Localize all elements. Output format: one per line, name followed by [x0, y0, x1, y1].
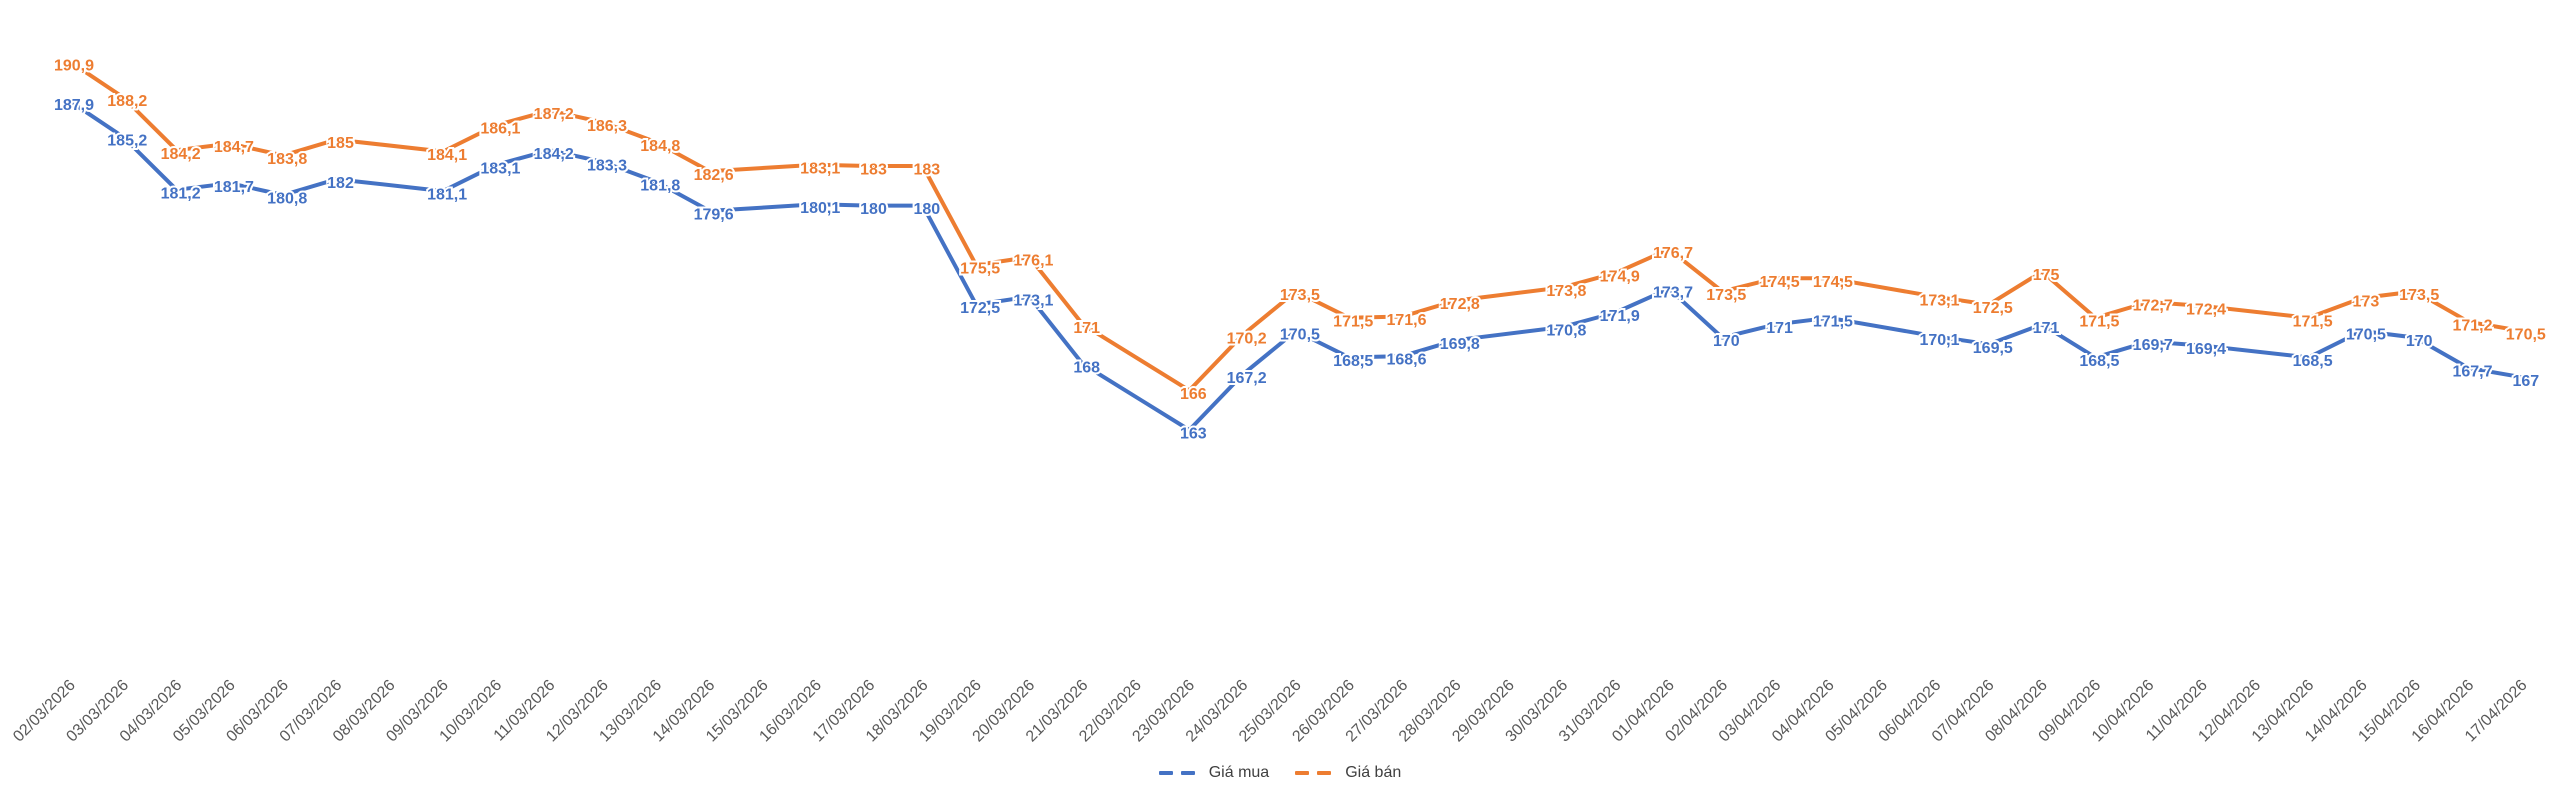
data-label-gia-mua: 185,2 [107, 133, 147, 150]
data-label-gia-mua: 167,2 [1227, 370, 1267, 387]
data-label-gia-mua: 171,9 [1600, 308, 1640, 325]
data-label-gia-ban: 171,5 [2293, 313, 2333, 330]
data-label-gia-mua: 180 [913, 201, 940, 218]
data-label-gia-ban: 184,7 [214, 139, 254, 156]
data-label-gia-ban: 190,9 [54, 57, 94, 74]
data-label-gia-ban: 172,7 [2133, 298, 2173, 315]
legend-key-gia-mua-line [1158, 771, 1203, 775]
data-label-gia-ban: 172,4 [2186, 302, 2226, 319]
data-label-gia-mua: 168,5 [2079, 353, 2119, 370]
data-label-gia-mua: 169,4 [2186, 341, 2226, 358]
data-label-gia-mua: 182 [327, 175, 354, 192]
data-label-gia-ban: 173,1 [1919, 292, 1959, 309]
data-label-gia-ban: 171,6 [1386, 312, 1426, 329]
legend-item-gia-ban: Giá bán [1295, 764, 1401, 782]
line-gia-mua [68, 99, 2524, 432]
data-label-gia-ban: 172,5 [1973, 300, 2013, 317]
line-gia-ban [68, 59, 2524, 393]
data-label-gia-ban: 166 [1180, 386, 1207, 403]
data-label-gia-mua: 173,7 [1653, 284, 1693, 301]
data-label-gia-mua: 179,6 [694, 207, 734, 224]
legend-item-gia-mua: Giá mua [1158, 764, 1270, 782]
data-label-gia-mua: 171 [2033, 320, 2060, 337]
data-label-gia-mua: 171,5 [1813, 313, 1853, 330]
data-label-gia-mua: 168,5 [1333, 353, 1373, 370]
legend-dash-icon [1180, 771, 1195, 775]
data-label-gia-ban: 175 [2033, 267, 2060, 284]
data-label-gia-ban: 176,1 [1013, 253, 1053, 270]
data-label-gia-mua: 170,8 [1546, 323, 1586, 340]
data-label-gia-ban: 183,8 [267, 151, 307, 168]
data-label-gia-ban: 174,5 [1760, 274, 1800, 291]
data-label-gia-mua: 181,8 [640, 177, 680, 194]
data-label-gia-ban: 170,2 [1227, 331, 1267, 348]
data-label-gia-ban: 171,5 [2079, 313, 2119, 330]
data-label-gia-ban: 184,2 [161, 146, 201, 163]
legend-label-gia-ban: Giá bán [1345, 764, 1402, 781]
data-label-gia-mua: 173,1 [1013, 292, 1053, 309]
data-label-gia-mua: 169,8 [1440, 336, 1480, 353]
data-label-gia-mua: 167 [2512, 373, 2539, 390]
data-label-gia-ban: 174,5 [1813, 274, 1853, 291]
data-label-gia-ban: 173 [2353, 294, 2380, 311]
data-label-gia-mua: 168,5 [2293, 353, 2333, 370]
data-label-gia-ban: 173,8 [1546, 283, 1586, 300]
data-label-gia-mua: 169,5 [1973, 340, 2013, 357]
data-label-gia-ban: 174,9 [1600, 269, 1640, 286]
data-label-gia-mua: 168,6 [1386, 352, 1426, 369]
data-label-gia-ban: 184,8 [640, 138, 680, 155]
data-label-gia-ban: 186,3 [587, 118, 627, 135]
data-label-gia-ban: 170,5 [2506, 327, 2546, 344]
data-label-gia-ban: 183 [913, 162, 940, 179]
legend-key-gia-ban-line [1295, 771, 1339, 775]
data-label-gia-ban: 171 [1073, 320, 1100, 337]
data-label-gia-ban: 188,2 [107, 93, 147, 110]
data-label-gia-ban: 186,1 [480, 121, 520, 138]
data-label-gia-ban: 172,8 [1440, 296, 1480, 313]
data-label-gia-mua: 172,5 [960, 300, 1000, 317]
legend-dash-icon [1317, 771, 1332, 775]
data-label-gia-mua: 187,9 [54, 97, 94, 114]
data-label-gia-ban: 175,5 [960, 261, 1000, 278]
data-label-gia-mua: 180 [860, 201, 887, 218]
data-label-gia-ban: 182,6 [694, 167, 734, 184]
data-label-gia-mua: 183,3 [587, 158, 627, 175]
data-label-gia-mua: 170 [2406, 333, 2433, 350]
data-label-gia-mua: 170 [1713, 333, 1740, 350]
legend-dash-icon [1295, 771, 1310, 775]
data-label-gia-mua: 170,1 [1919, 332, 1959, 349]
data-label-gia-ban: 183,1 [800, 160, 840, 177]
chart-legend: Giá mua Giá bán [0, 764, 2560, 782]
data-label-gia-mua: 170,5 [2346, 327, 2386, 344]
data-label-gia-ban: 171,5 [1333, 313, 1373, 330]
data-label-gia-ban: 185 [327, 135, 354, 152]
data-label-gia-ban: 173,5 [1280, 287, 1320, 304]
data-label-gia-mua: 184,2 [534, 146, 574, 163]
data-label-gia-mua: 180,1 [800, 200, 840, 217]
legend-label-gia-mua: Giá mua [1208, 764, 1270, 781]
data-label-gia-mua: 163 [1180, 426, 1207, 443]
data-label-gia-ban: 187,2 [534, 106, 574, 123]
data-label-gia-ban: 176,7 [1653, 245, 1693, 262]
data-label-gia-ban: 173,5 [2399, 287, 2439, 304]
data-label-gia-mua: 168 [1073, 360, 1100, 377]
data-label-gia-mua: 171 [1766, 320, 1793, 337]
data-label-gia-ban: 184,1 [427, 147, 467, 164]
data-label-gia-mua: 183,1 [480, 160, 520, 177]
data-label-gia-ban: 171,2 [2452, 317, 2492, 334]
data-label-gia-mua: 167,7 [2452, 364, 2492, 381]
data-label-gia-mua: 180,8 [267, 191, 307, 208]
data-label-gia-ban: 183 [860, 162, 887, 179]
data-label-gia-mua: 169,7 [2133, 337, 2173, 354]
legend-dash-icon [1158, 771, 1173, 775]
data-label-gia-mua: 181,7 [214, 179, 254, 196]
data-label-gia-mua: 181,2 [161, 185, 201, 202]
data-label-gia-mua: 170,5 [1280, 327, 1320, 344]
data-label-gia-mua: 181,1 [427, 187, 467, 204]
data-label-gia-ban: 173,5 [1706, 287, 1746, 304]
